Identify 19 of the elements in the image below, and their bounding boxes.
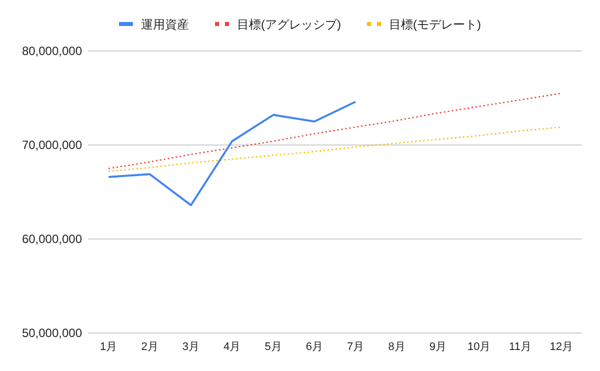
x-tick-label: 2月 <box>141 341 158 353</box>
legend-label: 目標(モデレート) <box>389 18 481 32</box>
x-tick-label: 1月 <box>100 341 118 353</box>
x-tick-label: 7月 <box>347 341 364 353</box>
legend-label: 運用資産 <box>141 18 189 32</box>
x-tick-label: 10月 <box>467 341 491 353</box>
x-tick-label: 3月 <box>182 341 200 353</box>
y-tick-label: 50,000,000 <box>22 326 82 340</box>
y-tick-label: 60,000,000 <box>22 232 82 246</box>
x-tick-label: 6月 <box>306 341 323 353</box>
legend-label: 目標(アグレッシブ) <box>237 18 341 32</box>
x-tick-label: 5月 <box>264 341 282 353</box>
x-tick-label: 12月 <box>550 341 574 353</box>
x-tick-label: 8月 <box>388 341 406 353</box>
y-tick-label: 70,000,000 <box>22 138 82 152</box>
x-tick-label: 11月 <box>509 341 532 353</box>
x-tick-label: 4月 <box>224 341 241 353</box>
x-tick-label: 9月 <box>429 341 446 353</box>
y-tick-label: 80,000,000 <box>22 44 82 58</box>
